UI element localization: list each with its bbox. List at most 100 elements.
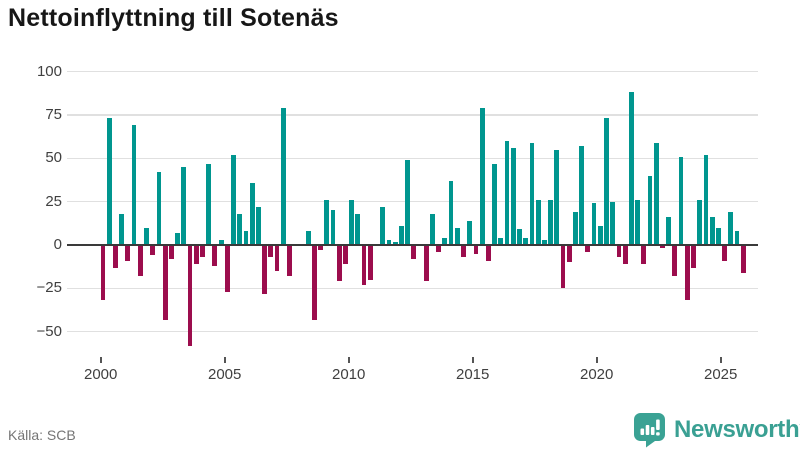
bar-2024-q4 <box>715 227 721 245</box>
y-axis-label: 50 <box>45 149 62 167</box>
bar-2001-q1 <box>125 245 131 261</box>
bar-2015-q4 <box>492 163 497 245</box>
bar-2014-q4 <box>467 220 473 245</box>
x-tick-mark <box>347 357 350 363</box>
y-axis-label: 75 <box>45 106 62 123</box>
bar-2010-q1 <box>349 199 355 245</box>
bar-2000-q1 <box>100 245 106 301</box>
bar-2006-q3 <box>262 245 267 294</box>
bar-2010-q2 <box>355 213 361 245</box>
bar-2023-q4 <box>691 245 696 268</box>
bar-2007-q2 <box>280 108 286 245</box>
y-axis-label: 0 <box>53 236 62 253</box>
bar-2016-q2 <box>504 141 510 245</box>
bar-2009-q4 <box>343 245 348 265</box>
bar-2019-q4 <box>591 203 597 245</box>
bar-2018-q2 <box>554 149 560 245</box>
bar-2003-q4 <box>193 245 199 265</box>
bar-2019-q2 <box>579 146 585 245</box>
bar-2013-q2 <box>430 213 435 245</box>
bar-2016-q3 <box>510 147 516 245</box>
bar-2023-q2 <box>678 156 684 245</box>
bar-chart-pin-icon <box>633 412 666 448</box>
bar-2008-q3 <box>311 245 317 320</box>
x-tick-mark <box>471 357 474 363</box>
bar-2013-q1 <box>423 245 429 282</box>
y-axis-label: −25 <box>36 279 62 297</box>
bar-2018-q3 <box>560 245 566 289</box>
bar-2020-q4 <box>616 245 622 258</box>
bar-2011-q3 <box>386 239 392 245</box>
bar-2005-q2 <box>231 154 236 245</box>
bar-2007-q3 <box>287 245 292 277</box>
x-tick-mark <box>719 357 722 363</box>
bar-2000-q4 <box>119 213 125 245</box>
bar-2022-q2 <box>653 142 659 245</box>
bar-2025-q4 <box>740 245 746 273</box>
bar-2023-q1 <box>672 245 678 277</box>
bar-2017-q3 <box>535 199 541 245</box>
bar-2018-q1 <box>548 199 553 245</box>
bar-2000-q2 <box>106 118 112 245</box>
bar-2021-q4 <box>641 245 647 265</box>
x-tick-mark <box>223 357 226 363</box>
bar-2025-q2 <box>728 212 734 245</box>
x-axis-label: 2010 <box>332 366 366 383</box>
x-axis-label: 2000 <box>84 366 118 383</box>
bar-2009-q1 <box>324 199 330 245</box>
bar-2006-q2 <box>256 206 261 245</box>
bar-2001-q2 <box>131 125 137 245</box>
bar-2018-q4 <box>566 245 572 263</box>
bar-2021-q1 <box>622 245 628 265</box>
gridline <box>67 287 758 290</box>
bar-2024-q2 <box>703 154 709 245</box>
bar-2008-q4 <box>318 245 323 251</box>
gridline <box>67 200 758 203</box>
bar-2025-q3 <box>734 231 740 245</box>
gridline <box>67 70 758 73</box>
bar-2016-q4 <box>517 229 522 245</box>
bar-2009-q3 <box>336 245 342 282</box>
zero-axis-line <box>67 243 758 247</box>
bar-2002-q2 <box>156 172 162 245</box>
bar-2014-q3 <box>461 245 466 258</box>
x-axis-label: 2020 <box>580 366 614 383</box>
bar-2004-q4 <box>218 239 224 245</box>
bar-2007-q1 <box>274 245 280 271</box>
newsworthy-logo[interactable]: Newsworthy <box>633 411 800 449</box>
bar-2004-q1 <box>200 245 205 258</box>
bar-2003-q2 <box>181 167 187 245</box>
gridline <box>67 330 758 333</box>
bar-2021-q2 <box>628 92 634 245</box>
bar-2017-q1 <box>523 238 529 245</box>
bar-2013-q4 <box>442 238 448 245</box>
bar-2020-q1 <box>597 225 603 245</box>
x-axis-label: 2025 <box>704 366 738 383</box>
bar-2001-q3 <box>137 245 143 277</box>
bar-2016-q1 <box>498 238 504 245</box>
bar-2003-q1 <box>175 232 180 245</box>
bar-2022-q1 <box>647 175 653 245</box>
bar-2015-q1 <box>473 245 479 254</box>
bar-2017-q2 <box>529 142 535 245</box>
bar-2002-q3 <box>162 245 168 320</box>
x-axis-label: 2015 <box>456 366 490 383</box>
bar-2019-q1 <box>573 212 578 245</box>
bar-2003-q3 <box>187 245 193 346</box>
newsworthy-wordmark: Newsworthy <box>674 416 800 443</box>
bar-2008-q2 <box>305 231 311 245</box>
bar-2005-q3 <box>237 213 243 245</box>
x-tick-mark <box>595 357 598 363</box>
bar-2004-q2 <box>206 163 212 245</box>
bar-2017-q4 <box>541 239 547 245</box>
bar-2005-q4 <box>243 231 249 245</box>
bar-2010-q3 <box>361 245 367 285</box>
bar-2012-q2 <box>405 160 410 245</box>
bar-2011-q4 <box>392 241 398 245</box>
bar-2019-q3 <box>585 245 591 252</box>
bar-2002-q1 <box>150 245 156 256</box>
x-axis-label: 2005 <box>208 366 242 383</box>
chart-title: Nettoinflyttning till Sotenäs <box>8 4 339 32</box>
bar-2015-q2 <box>479 108 485 245</box>
bar-2025-q1 <box>722 245 727 261</box>
